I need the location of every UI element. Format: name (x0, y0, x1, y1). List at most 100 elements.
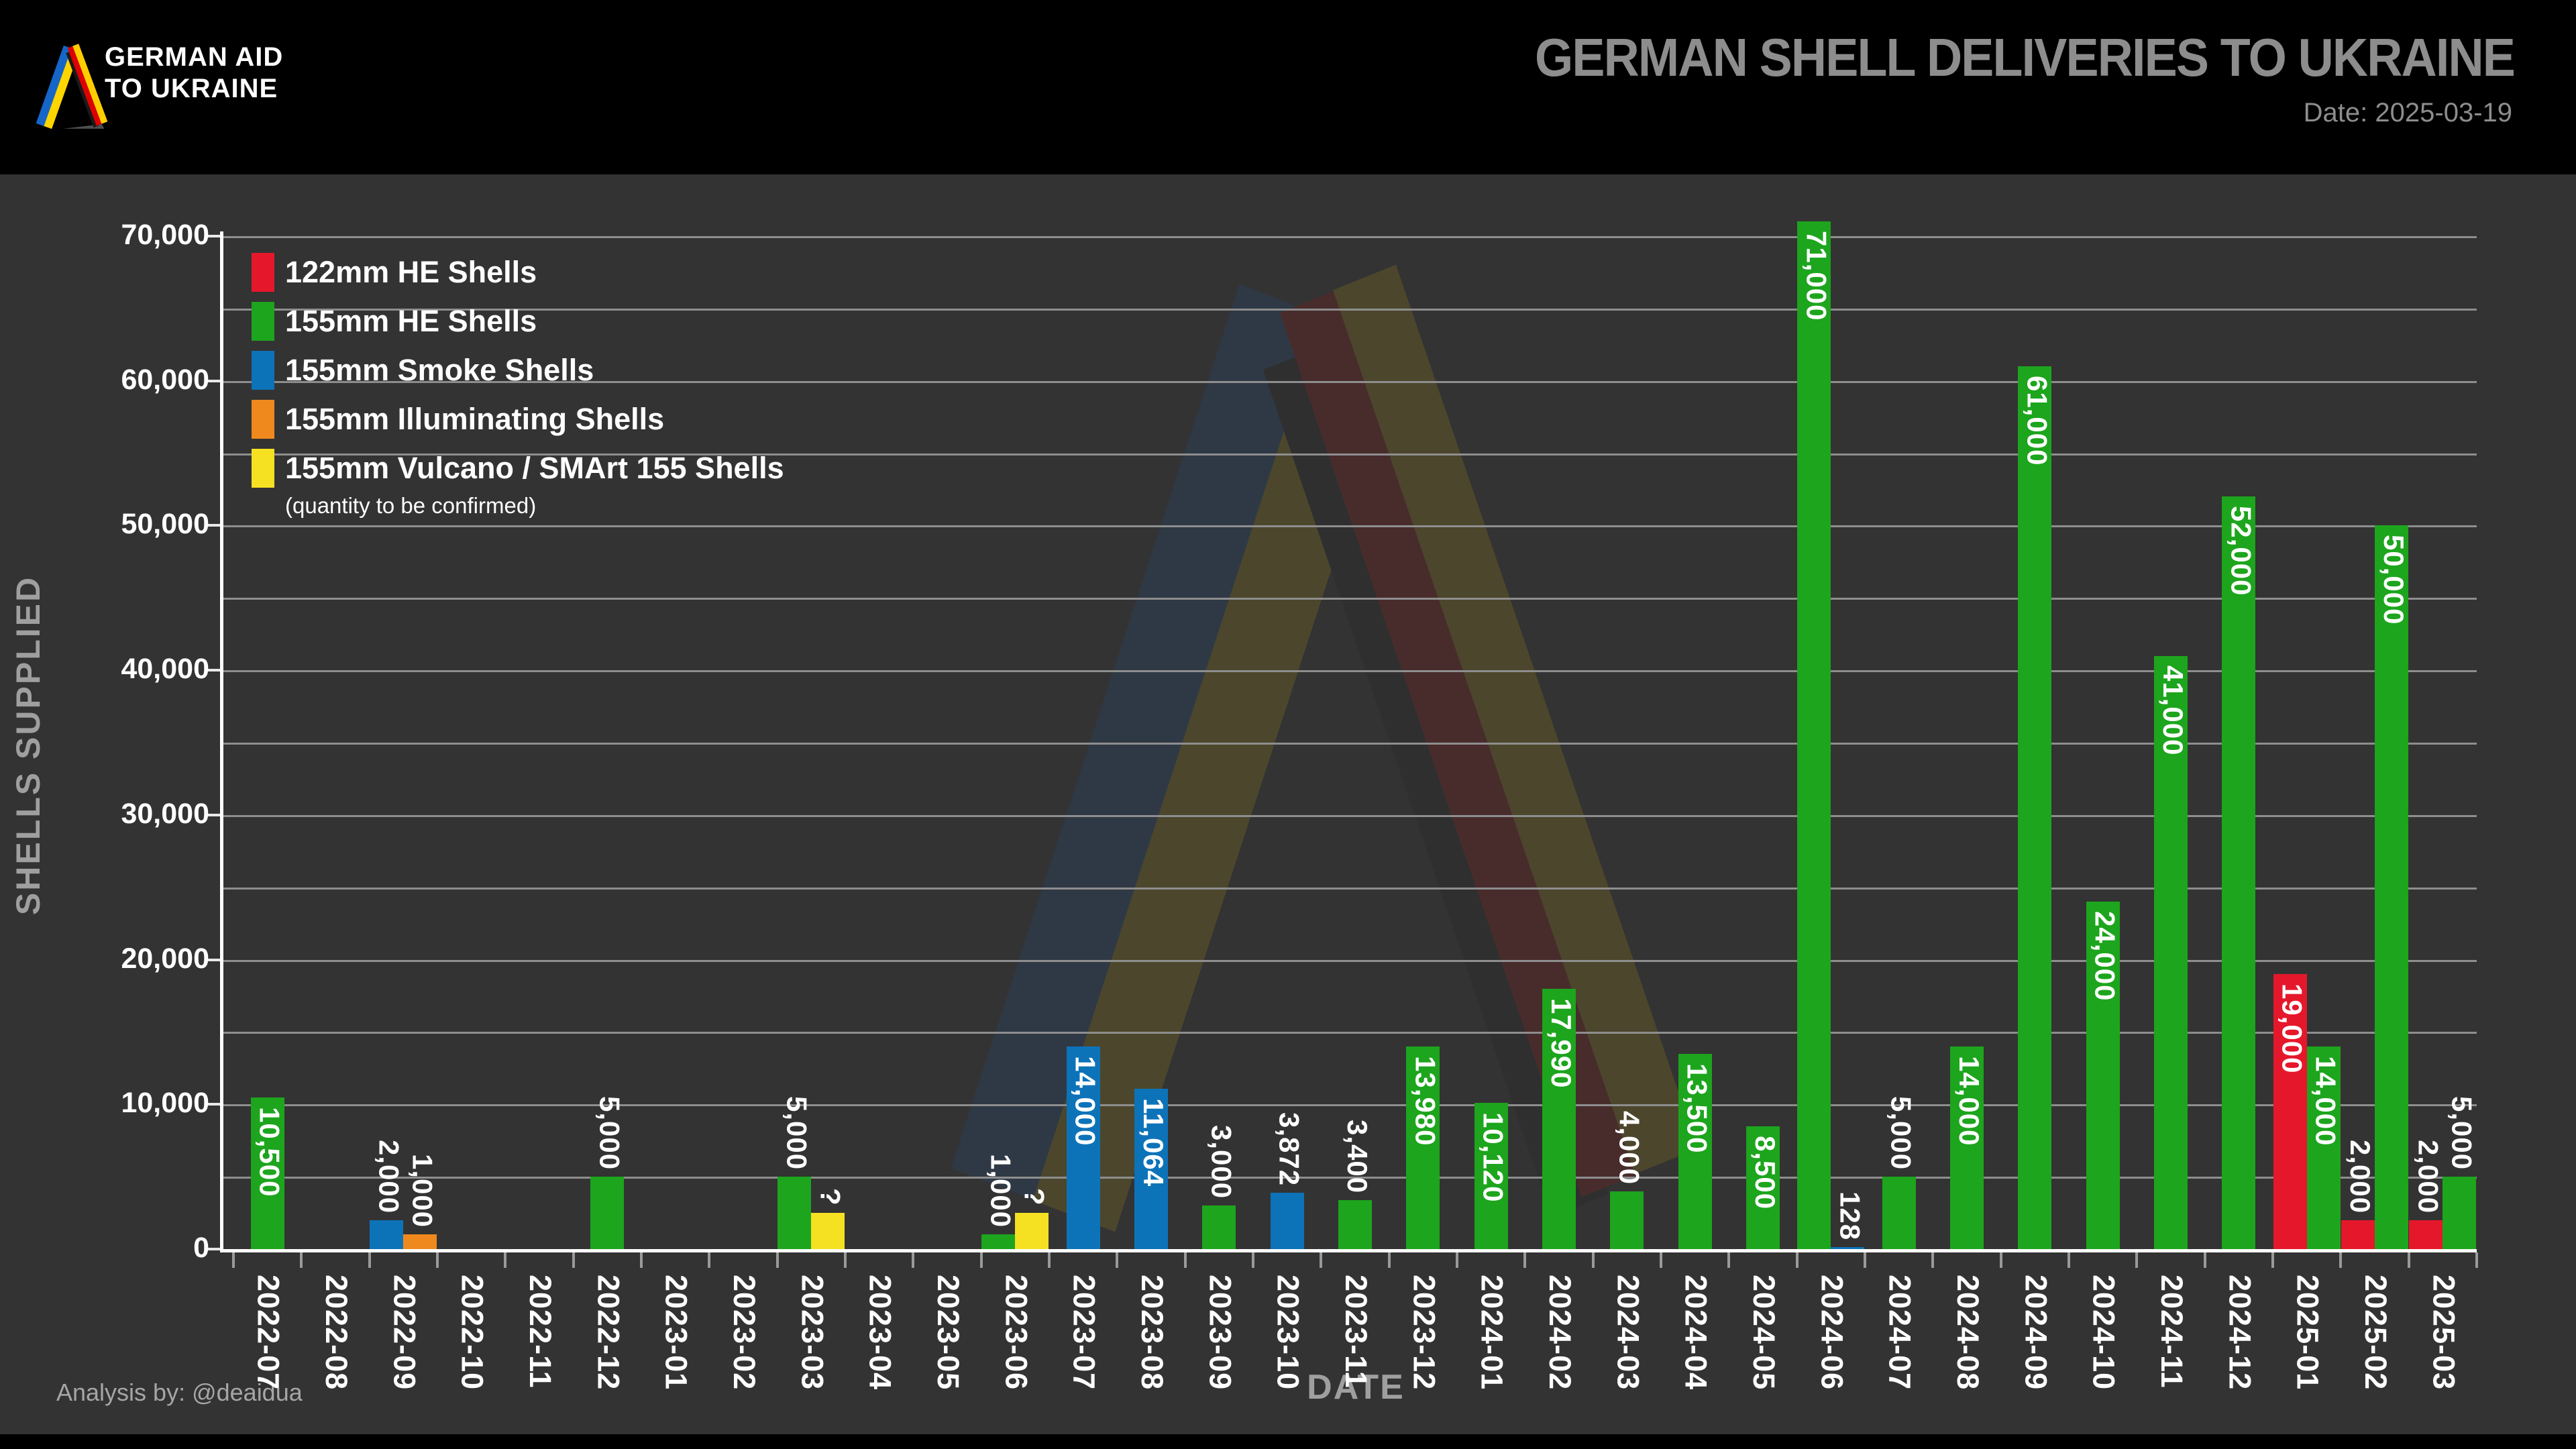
y-axis-tick (205, 1248, 220, 1250)
y-axis-tick (205, 524, 220, 527)
x-tick-label-2023-07: 2023-07 (1067, 1275, 1102, 1391)
gridline (220, 814, 2477, 817)
legend-swatch-green (252, 302, 274, 341)
y-tick-label: 0 (193, 1232, 209, 1264)
bar-2022-09 (403, 1234, 437, 1249)
x-axis-tick (2475, 1252, 2478, 1268)
legend-label: 155mm HE Shells (285, 304, 537, 338)
bar-value-label: 3,400 (1342, 1119, 1373, 1193)
bar-2023-03 (777, 1177, 812, 1249)
bar-2023-08 (1134, 1089, 1168, 1249)
x-axis-tick (436, 1252, 439, 1268)
x-tick-label-2023-03: 2023-03 (795, 1275, 830, 1391)
x-axis-tick (1864, 1252, 1866, 1268)
x-axis-line (220, 1249, 2477, 1252)
gridline (220, 743, 2477, 745)
x-axis-tick (368, 1252, 371, 1268)
x-tick-label-2024-10: 2024-10 (2086, 1275, 2121, 1391)
bar-value-label: ? (814, 1188, 847, 1207)
bar-value-label: 1,000 (985, 1154, 1017, 1228)
watermark-logo-icon (951, 265, 1698, 1232)
x-axis-tick (2203, 1252, 2206, 1268)
bar-2024-11 (2154, 655, 2188, 1249)
bar-value-label: 17,990 (1546, 998, 1577, 1089)
bar-value-label: 61,000 (2021, 376, 2053, 466)
x-tick-label-2023-10: 2023-10 (1271, 1275, 1305, 1391)
logo-german-red-stroke (67, 46, 102, 126)
bar-2022-09 (370, 1220, 404, 1249)
x-axis-tick (1523, 1252, 1527, 1268)
x-axis-tick (572, 1252, 575, 1268)
bar-value-label: 2,000 (2345, 1139, 2376, 1214)
bar-2024-06 (1797, 221, 1831, 1249)
bar-2024-10 (2086, 902, 2120, 1249)
x-tick-label-2022-08: 2022-08 (319, 1275, 354, 1391)
bar-value-label: 50,000 (2378, 535, 2410, 625)
bar-2024-08 (1950, 1046, 1984, 1249)
bar-2024-03 (1610, 1191, 1644, 1249)
x-axis-tick (912, 1252, 915, 1268)
bar-2025-03 (2443, 1177, 2477, 1249)
legend-swatch-red (252, 253, 274, 292)
x-tick-label-2023-02: 2023-02 (727, 1275, 761, 1391)
x-axis-tick (300, 1252, 303, 1268)
bar-value-label: 41,000 (2157, 665, 2189, 756)
logo-line-2: TO UKRAINE (105, 74, 278, 103)
bar-value-label: 24,000 (2089, 911, 2121, 1002)
y-tick-label: 40,000 (121, 653, 209, 686)
bar-value-label: 13,980 (1409, 1056, 1442, 1146)
y-axis-tick (205, 235, 220, 237)
bar-2023-12 (1406, 1046, 1440, 1249)
page-title: GERMAN SHELL DELIVERIES TO UKRAINE (1534, 28, 2516, 87)
bar-value-label: 5,000 (594, 1096, 626, 1171)
legend-note: (quantity to be confirmed) (285, 493, 537, 518)
bar-value-label: 10,120 (1477, 1112, 1509, 1203)
bar-value-label: 14,000 (1953, 1056, 1985, 1146)
bar-value-label: 52,000 (2225, 506, 2257, 596)
bar-value-label: 14,000 (2310, 1056, 2342, 1146)
x-tick-label-2023-05: 2023-05 (931, 1275, 965, 1391)
x-axis-tick (1660, 1252, 1662, 1268)
bar-value-label: 5,000 (2446, 1096, 2478, 1171)
bar-2025-01 (2306, 1046, 2341, 1249)
x-axis-tick (2135, 1252, 2139, 1268)
legend-swatch-orange (252, 400, 274, 439)
gridline (220, 670, 2477, 673)
x-axis-tick (1727, 1252, 1731, 1268)
bar-2022-07 (250, 1097, 284, 1249)
y-axis-line (220, 231, 223, 1252)
x-tick-label-2022-11: 2022-11 (523, 1275, 557, 1389)
x-axis-tick (1320, 1252, 1323, 1268)
y-axis-tick (205, 813, 220, 816)
x-tick-label-2023-12: 2023-12 (1407, 1275, 1442, 1391)
bar-value-label: 71,000 (1801, 231, 1833, 321)
x-tick-label-2024-05: 2024-05 (1747, 1275, 1781, 1391)
y-axis-tick (205, 1103, 220, 1106)
x-axis-tick (2068, 1252, 2070, 1268)
credit-text: Analysis by: @deaidua (56, 1379, 303, 1406)
gridline (220, 308, 2477, 311)
x-tick-label-2023-11: 2023-11 (1339, 1275, 1373, 1389)
gridline (220, 453, 2477, 455)
chart-area: SHELLS SUPPLIED DATE Analysis by: @deaid… (0, 174, 2576, 1434)
legend-label: 155mm Smoke Shells (285, 353, 594, 387)
legend-swatch-blue (252, 351, 274, 390)
x-axis-tick (1999, 1252, 2002, 1268)
bar-value-label: 3,872 (1273, 1112, 1305, 1187)
x-axis-tick (1252, 1252, 1254, 1268)
gridline (220, 598, 2477, 600)
bar-2024-12 (2222, 496, 2256, 1249)
logo-line-1: GERMAN AID (105, 42, 284, 72)
x-axis-tick (1456, 1252, 1458, 1268)
x-axis-tick (640, 1252, 643, 1268)
bar-value-label: 5,000 (781, 1096, 813, 1171)
gridline (220, 1177, 2477, 1179)
bar-2024-09 (2018, 366, 2052, 1249)
footer-band (0, 1434, 2576, 1449)
x-axis-tick (1591, 1252, 1595, 1268)
bar-value-label: 5,000 (1885, 1096, 1917, 1171)
x-axis-tick (1183, 1252, 1187, 1268)
y-tick-label: 50,000 (121, 508, 209, 541)
bar-value-label: 13,500 (1681, 1063, 1713, 1154)
